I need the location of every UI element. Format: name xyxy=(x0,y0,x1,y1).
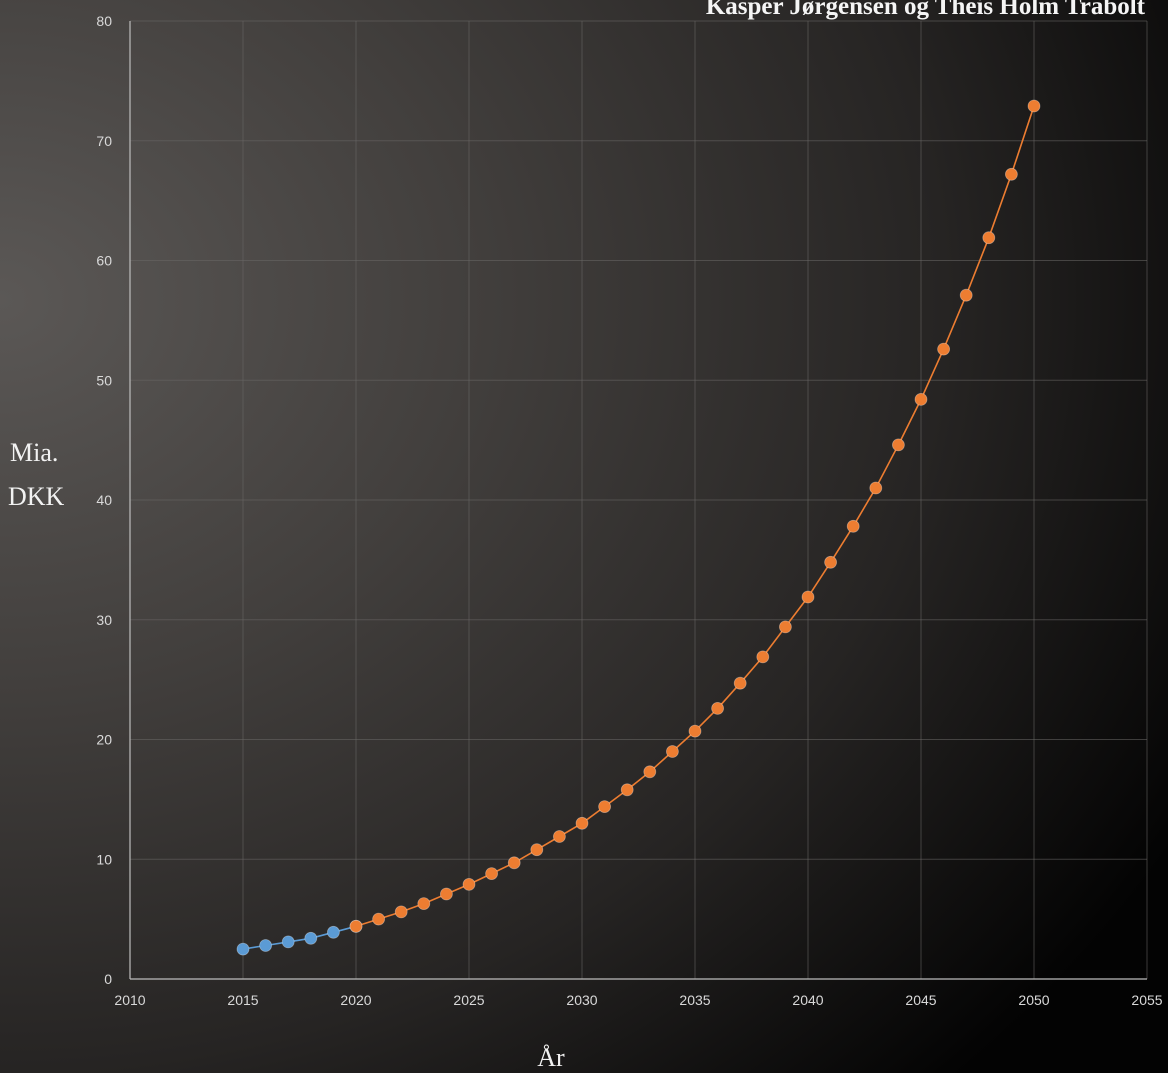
series-1-point xyxy=(259,939,273,952)
x-tick-label: 2055 xyxy=(1131,992,1162,1008)
series-2-point xyxy=(417,897,431,910)
series-1-point xyxy=(236,942,250,956)
tick-labels: 2010 2015 2020 2025 2030 2035 2040 2045 2050 2055… xyxy=(96,13,1162,1008)
y-tick-label: 70 xyxy=(96,133,112,149)
x-axis-label: År xyxy=(537,1043,565,1072)
y-axis-label-line1: Mia. xyxy=(10,438,58,467)
gridlines xyxy=(129,20,1148,980)
series-2-point xyxy=(801,590,815,604)
x-tick-label: 2035 xyxy=(679,992,710,1008)
series-2-point xyxy=(779,620,792,634)
series-2-point xyxy=(756,650,770,664)
series-1-point xyxy=(326,925,340,939)
series-2-point xyxy=(507,856,521,870)
series-2-point xyxy=(485,867,499,880)
series-2-point xyxy=(711,702,724,715)
y-tick-label: 40 xyxy=(96,492,112,508)
series-2-point xyxy=(846,519,860,533)
series-2-point xyxy=(959,288,973,302)
y-tick-label: 0 xyxy=(104,971,112,987)
series-2-point xyxy=(824,555,837,569)
x-tick-label: 2045 xyxy=(905,992,936,1008)
y-tick-label: 10 xyxy=(96,851,112,867)
y-tick-label: 60 xyxy=(96,253,112,269)
series-2-point xyxy=(1005,167,1018,181)
series-2-point xyxy=(733,676,747,690)
y-tick-label: 50 xyxy=(96,372,112,388)
series-2-point xyxy=(349,919,363,933)
x-tick-label: 2050 xyxy=(1018,992,1049,1008)
series-1-point xyxy=(281,935,295,949)
series-2-point xyxy=(937,342,950,356)
series-2-point xyxy=(575,816,589,830)
series-2-point xyxy=(892,438,905,452)
series-2-point xyxy=(688,724,702,738)
series-2-point xyxy=(643,765,657,779)
series-2-point xyxy=(530,843,544,857)
series-2-point xyxy=(372,912,386,926)
axes xyxy=(129,21,1147,980)
x-tick-label: 2020 xyxy=(340,992,371,1008)
series-2-point xyxy=(439,887,453,901)
series-2-point xyxy=(914,392,928,406)
series-1-point xyxy=(304,931,318,945)
y-tick-label: 30 xyxy=(96,612,112,628)
x-tick-label: 2015 xyxy=(227,992,258,1008)
series-2-point xyxy=(620,783,634,797)
x-tick-label: 2010 xyxy=(114,992,145,1008)
series-2-point xyxy=(394,905,408,919)
y-tick-label: 80 xyxy=(96,13,112,29)
series-group xyxy=(236,99,1041,956)
series-2-point xyxy=(598,800,611,813)
series-2-point xyxy=(666,745,679,758)
series-2-point xyxy=(982,231,996,245)
x-tick-label: 2030 xyxy=(566,992,597,1008)
x-tick-label: 2025 xyxy=(453,992,484,1008)
series-2-point xyxy=(869,481,883,495)
y-axis-label-line2: DKK xyxy=(8,482,65,511)
y-tick-label: 20 xyxy=(96,732,112,748)
chart-title: Kasper Jørgensen og Theis Holm Trabolt xyxy=(706,0,1146,20)
x-tick-label: 2040 xyxy=(792,992,823,1008)
series-2-point xyxy=(462,878,476,891)
series-2-point xyxy=(553,830,566,843)
series-2-point xyxy=(1027,99,1041,113)
